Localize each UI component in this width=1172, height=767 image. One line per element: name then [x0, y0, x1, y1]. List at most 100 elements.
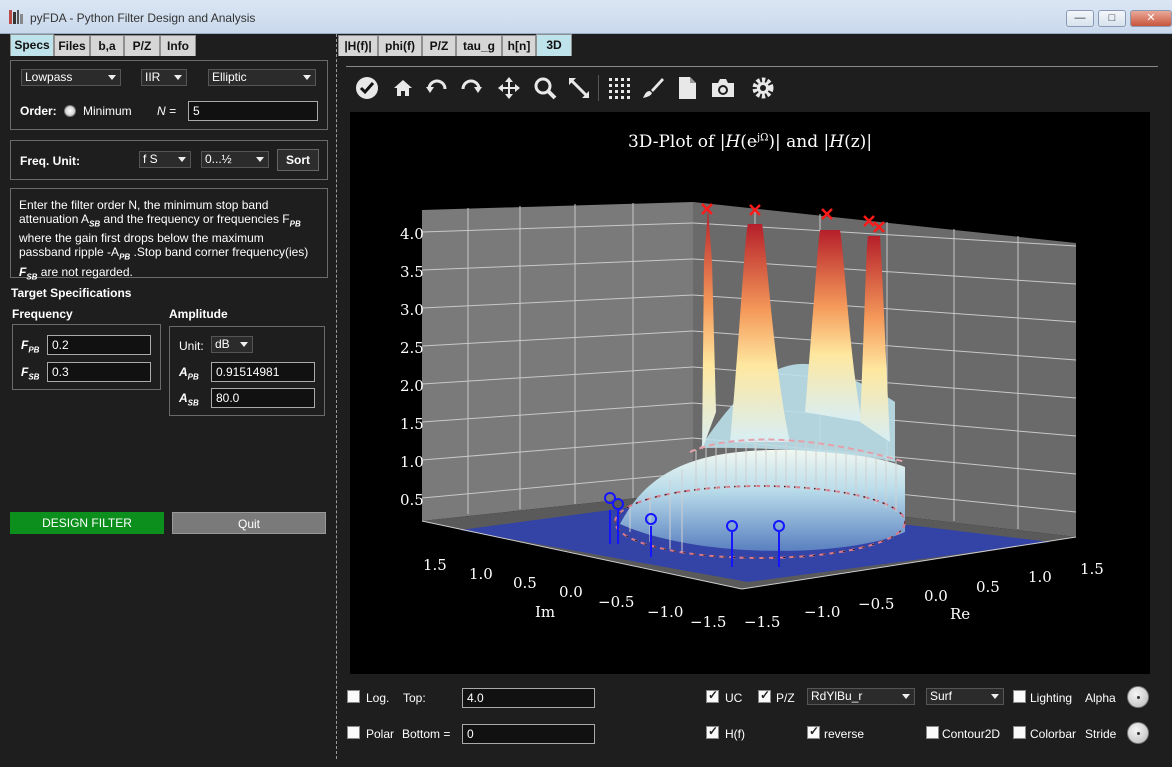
- pan-icon[interactable]: [496, 75, 522, 101]
- colormap-select[interactable]: RdYlBu_r: [807, 688, 915, 705]
- design-filter-button[interactable]: DESIGN FILTER: [10, 512, 164, 534]
- a-pb-input[interactable]: 0.91514981: [211, 362, 315, 382]
- plot-toolbar: [346, 66, 1158, 104]
- contour2d-checkbox[interactable]: [926, 726, 939, 739]
- sort-button[interactable]: Sort: [277, 149, 319, 171]
- plot-title-prefix: 3D-Plot of |: [627, 132, 726, 152]
- plot-type-select[interactable]: Surf: [926, 688, 1004, 705]
- f-pb-input[interactable]: 0.2: [47, 335, 151, 355]
- minimize-button[interactable]: —: [1066, 10, 1094, 27]
- response-type-select[interactable]: Lowpass: [21, 69, 121, 86]
- filter-class-value: IIR: [145, 70, 161, 84]
- document-icon[interactable]: [674, 75, 700, 101]
- plot-3d-svg: 0.5 1.0 1.5 2.0 2.5 3.0 3.5 4.0 1.5 1.0 …: [400, 202, 1104, 631]
- left-panel: Specs Files b,a P/Z Info Lowpass IIR Ell…: [8, 34, 334, 759]
- info-line-2: attenuation A: [19, 212, 90, 226]
- re-axis-line: [741, 536, 1077, 590]
- fullscreen-icon[interactable]: [566, 75, 592, 101]
- z-tick-label: 2.0: [400, 377, 424, 395]
- settings-icon[interactable]: [750, 75, 776, 101]
- order-n-label: N =: [157, 104, 177, 118]
- a-pb-label-sub: PB: [187, 372, 199, 382]
- tab-ba[interactable]: b,a: [90, 35, 124, 56]
- info-line-4-rest: .Stop band corner frequency(ies): [130, 245, 309, 260]
- im-axis-line: [421, 520, 743, 590]
- im-axis-label: Im: [535, 603, 555, 621]
- amp-unit-select[interactable]: dB: [211, 336, 253, 353]
- tab-files[interactable]: Files: [54, 35, 90, 56]
- quit-button[interactable]: Quit: [172, 512, 326, 534]
- freq-unit-value: f S: [143, 152, 158, 166]
- tab-info[interactable]: Info: [160, 35, 196, 56]
- zero-marker: [773, 520, 785, 532]
- grid-icon[interactable]: [606, 75, 632, 101]
- redo-icon[interactable]: [458, 75, 484, 101]
- colormap-value: RdYlBu_r: [811, 689, 863, 703]
- hf-checkbox[interactable]: [706, 724, 719, 739]
- re-axis-label: Re: [950, 605, 970, 623]
- order-n-input[interactable]: 5: [188, 101, 318, 121]
- alpha-dial[interactable]: [1127, 686, 1149, 708]
- uc-checkbox[interactable]: [706, 688, 719, 703]
- order-label: Order:: [20, 104, 57, 118]
- minimum-order-radio[interactable]: [64, 105, 76, 117]
- uc-label: UC: [725, 691, 743, 705]
- top-input[interactable]: 4.0: [462, 688, 595, 708]
- a-sb-label-sub: SB: [187, 398, 199, 408]
- lighting-checkbox[interactable]: [1013, 690, 1026, 703]
- stride-dial[interactable]: [1127, 722, 1149, 744]
- peak-4: [860, 236, 890, 442]
- tab-group-delay[interactable]: tau_g: [456, 35, 502, 56]
- maximize-button[interactable]: □: [1098, 10, 1126, 27]
- colorbar-label: Colorbar: [1030, 727, 1077, 741]
- plot-canvas[interactable]: 3D-Plot of |H(ejΩ)| and |H(z)|: [350, 112, 1150, 674]
- polar-checkbox[interactable]: [347, 726, 360, 739]
- f-sb-input[interactable]: 0.3: [47, 362, 151, 382]
- peak-2: [730, 224, 790, 442]
- title-bar: pyFDA - Python Filter Design and Analysi…: [0, 0, 1172, 34]
- z-tick-label: 3.5: [400, 263, 424, 281]
- tab-impulse[interactable]: h[n]: [502, 35, 536, 56]
- design-method-select[interactable]: Elliptic: [208, 69, 316, 86]
- tab-3d[interactable]: 3D: [536, 34, 572, 56]
- surface-mound: [620, 449, 905, 551]
- zero-marker: [726, 520, 738, 532]
- f-pb-label: FPB: [21, 338, 39, 354]
- polar-label: Polar: [366, 727, 395, 741]
- amp-unit-label: Unit:: [179, 339, 204, 353]
- response-type-value: Lowpass: [25, 70, 73, 84]
- a-sb-input[interactable]: 80.0: [211, 388, 315, 408]
- log-checkbox[interactable]: [347, 690, 360, 703]
- panel-splitter[interactable]: [336, 34, 337, 759]
- plot-title-z: (z)|: [844, 132, 873, 152]
- amplitude-group: Unit: dB APB 0.91514981 ASB 80.0: [169, 326, 325, 416]
- colorbar-checkbox[interactable]: [1013, 726, 1026, 739]
- tab-pz[interactable]: P/Z: [124, 35, 160, 56]
- amp-unit-value: dB: [215, 337, 230, 351]
- brush-icon[interactable]: [640, 75, 666, 101]
- undo-icon[interactable]: [424, 75, 450, 101]
- reverse-checkbox[interactable]: [807, 724, 820, 739]
- close-button[interactable]: ✕: [1130, 10, 1172, 27]
- pz-checkbox[interactable]: [758, 688, 771, 703]
- checkmark-icon[interactable]: [354, 75, 380, 101]
- info-line-2-sub2: PB: [289, 219, 301, 229]
- amplitude-heading: Amplitude: [169, 307, 228, 321]
- zero-marker: [645, 513, 657, 525]
- zoom-icon[interactable]: [532, 75, 558, 101]
- tab-specs[interactable]: Specs: [10, 34, 54, 56]
- z-tick-label: 2.5: [400, 339, 424, 357]
- freq-range-select[interactable]: 0...½: [201, 151, 269, 168]
- camera-icon[interactable]: [710, 75, 736, 101]
- a-pb-label: APB: [179, 365, 199, 381]
- bottom-input[interactable]: 0: [462, 724, 595, 744]
- tab-pole-zero[interactable]: P/Z: [422, 35, 456, 56]
- contour2d-label: Contour2D: [942, 727, 1001, 741]
- tab-phase[interactable]: phi(f): [378, 35, 422, 56]
- tab-magnitude[interactable]: |H(f)|: [338, 35, 378, 56]
- hf-label: H(f): [725, 727, 745, 741]
- home-icon[interactable]: [390, 75, 416, 101]
- freq-unit-select[interactable]: f S: [139, 151, 191, 168]
- filter-class-select[interactable]: IIR: [141, 69, 187, 86]
- im-tick-label: −1.0: [647, 603, 683, 621]
